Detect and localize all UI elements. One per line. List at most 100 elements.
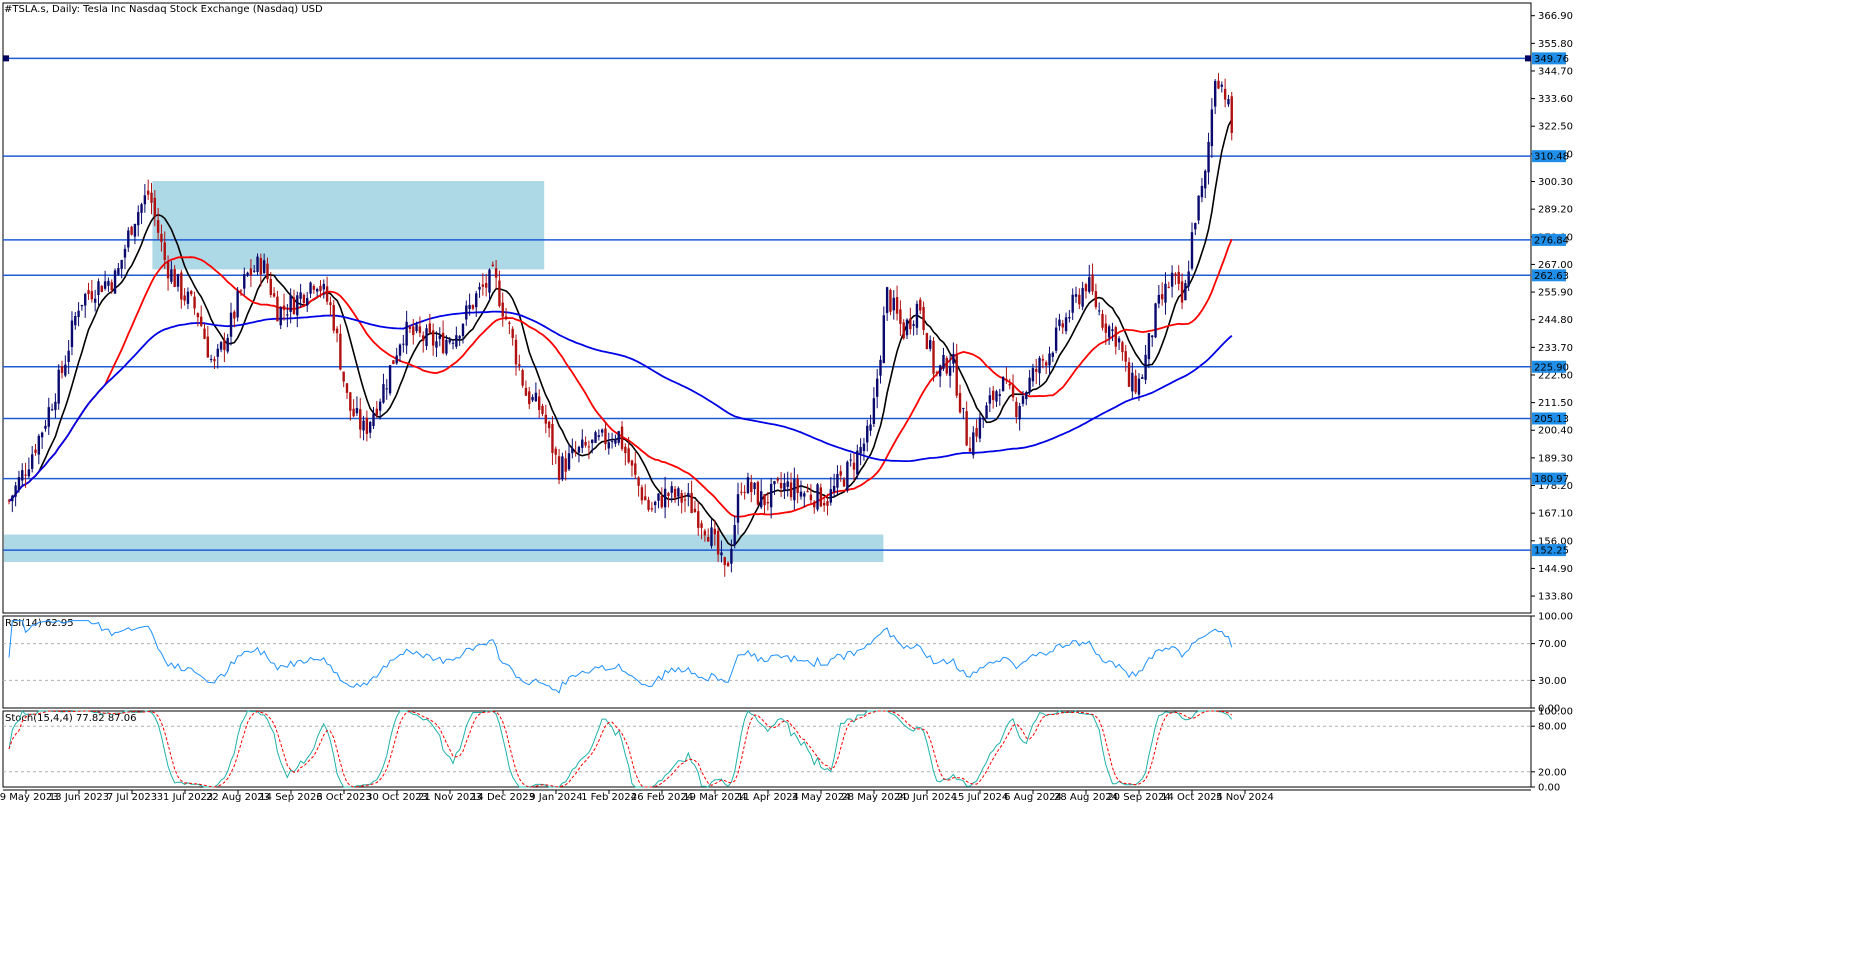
candle-body bbox=[922, 306, 925, 331]
candle-body bbox=[21, 470, 24, 481]
candle-body bbox=[40, 432, 44, 438]
candle-body bbox=[842, 479, 846, 487]
level-handle-left bbox=[3, 55, 9, 62]
candle-body bbox=[1071, 294, 1074, 313]
candle-body bbox=[753, 482, 756, 490]
candle-body bbox=[982, 417, 985, 420]
candle-body bbox=[1061, 323, 1064, 328]
candle-body bbox=[537, 396, 541, 411]
candle-body bbox=[355, 407, 359, 414]
price-tick-label: 167.10 bbox=[1538, 509, 1573, 520]
candle-body bbox=[929, 340, 932, 349]
candle-body bbox=[630, 460, 634, 466]
candle-body bbox=[723, 557, 726, 566]
candle-body bbox=[1190, 232, 1194, 269]
candle-body bbox=[508, 322, 511, 324]
candle-body bbox=[700, 523, 703, 528]
candle-body bbox=[587, 446, 591, 448]
candle-body bbox=[1174, 273, 1177, 276]
candle-body bbox=[47, 407, 50, 427]
candle-body bbox=[756, 481, 760, 505]
indicator-label: RSI(14) 62.95 bbox=[5, 618, 74, 629]
price-tick-label: 300.30 bbox=[1538, 177, 1573, 188]
candle-body bbox=[365, 417, 369, 434]
candle-body bbox=[677, 488, 680, 497]
candle-body bbox=[846, 461, 849, 491]
candle-body bbox=[1147, 333, 1151, 360]
candle-body bbox=[54, 401, 57, 411]
candle-body bbox=[239, 290, 243, 292]
candle-body bbox=[455, 335, 458, 347]
candle-body bbox=[1068, 317, 1071, 319]
candle-body bbox=[1035, 369, 1038, 372]
date-tick-label: 3 May 2024 bbox=[792, 792, 851, 803]
candle-body bbox=[912, 324, 915, 326]
candle-body bbox=[670, 486, 673, 493]
price-tick-label: 355.80 bbox=[1538, 39, 1573, 50]
candle-body bbox=[667, 493, 670, 497]
candle-body bbox=[180, 272, 183, 300]
candle-body bbox=[133, 223, 137, 237]
candle-body bbox=[1088, 277, 1091, 292]
candle-body bbox=[958, 392, 962, 413]
candle-body bbox=[1104, 323, 1108, 333]
price-tick-label: 178.20 bbox=[1538, 481, 1573, 492]
candle-body bbox=[123, 248, 127, 258]
candle-body bbox=[1058, 319, 1061, 327]
candle-body bbox=[1031, 368, 1035, 382]
date-tick-label: 31 Jul 2023 bbox=[157, 792, 214, 803]
candle-body bbox=[720, 552, 723, 556]
candle-body bbox=[1137, 378, 1141, 395]
candle-body bbox=[213, 359, 216, 362]
candle-body bbox=[581, 439, 584, 448]
date-tick-label: 14 Dec 2023 bbox=[471, 792, 535, 803]
rsi-line bbox=[8, 620, 1233, 694]
moving-averages bbox=[8, 119, 1233, 547]
candle-body bbox=[935, 372, 939, 374]
candle-body bbox=[653, 501, 657, 506]
candle-body bbox=[438, 335, 441, 339]
candle-body bbox=[1074, 294, 1078, 297]
candle-body bbox=[451, 342, 455, 344]
candle-body bbox=[1101, 313, 1104, 328]
candle-body bbox=[604, 428, 607, 445]
candle-body bbox=[972, 432, 975, 456]
candle-body bbox=[256, 256, 259, 273]
candle-body bbox=[776, 478, 779, 481]
candle-body bbox=[24, 474, 27, 476]
candle-body bbox=[862, 443, 866, 452]
candle-body bbox=[1170, 272, 1174, 287]
candle-body bbox=[584, 441, 587, 446]
moving-average-medium bbox=[8, 238, 1233, 518]
candle-body bbox=[352, 408, 355, 417]
candle-body bbox=[471, 305, 475, 309]
candle-body bbox=[1154, 303, 1157, 338]
candle-body bbox=[183, 295, 186, 301]
horizontal-levels[interactable] bbox=[3, 55, 1531, 551]
candle-body bbox=[627, 448, 630, 463]
rsi-panel: 100.00 70.00 30.00 0.00 RSI(14) 62.95 bbox=[3, 612, 1573, 715]
candle-body bbox=[80, 304, 84, 307]
candle-body bbox=[746, 477, 750, 494]
candle-body bbox=[339, 333, 342, 370]
candle-body bbox=[445, 339, 448, 354]
price-tick-label: 211.50 bbox=[1538, 398, 1573, 409]
candle-body bbox=[385, 388, 388, 390]
candle-body bbox=[422, 335, 425, 342]
candle-body bbox=[1207, 141, 1210, 173]
candle-body bbox=[1164, 283, 1167, 303]
candle-body bbox=[1025, 392, 1028, 400]
level-label-bg bbox=[1532, 412, 1566, 425]
candle-body bbox=[620, 426, 624, 449]
candle-body bbox=[600, 429, 604, 433]
candle-body bbox=[279, 307, 282, 326]
candle-body bbox=[216, 348, 219, 357]
candle-body bbox=[716, 530, 720, 555]
candle-body bbox=[27, 469, 31, 477]
candle-body bbox=[282, 305, 286, 310]
chart-title: #TSLA.s, Daily: Tesla Inc Nasdaq Stock E… bbox=[4, 4, 323, 15]
candle-body bbox=[740, 491, 743, 493]
price-tick-label: 222.60 bbox=[1538, 370, 1573, 381]
